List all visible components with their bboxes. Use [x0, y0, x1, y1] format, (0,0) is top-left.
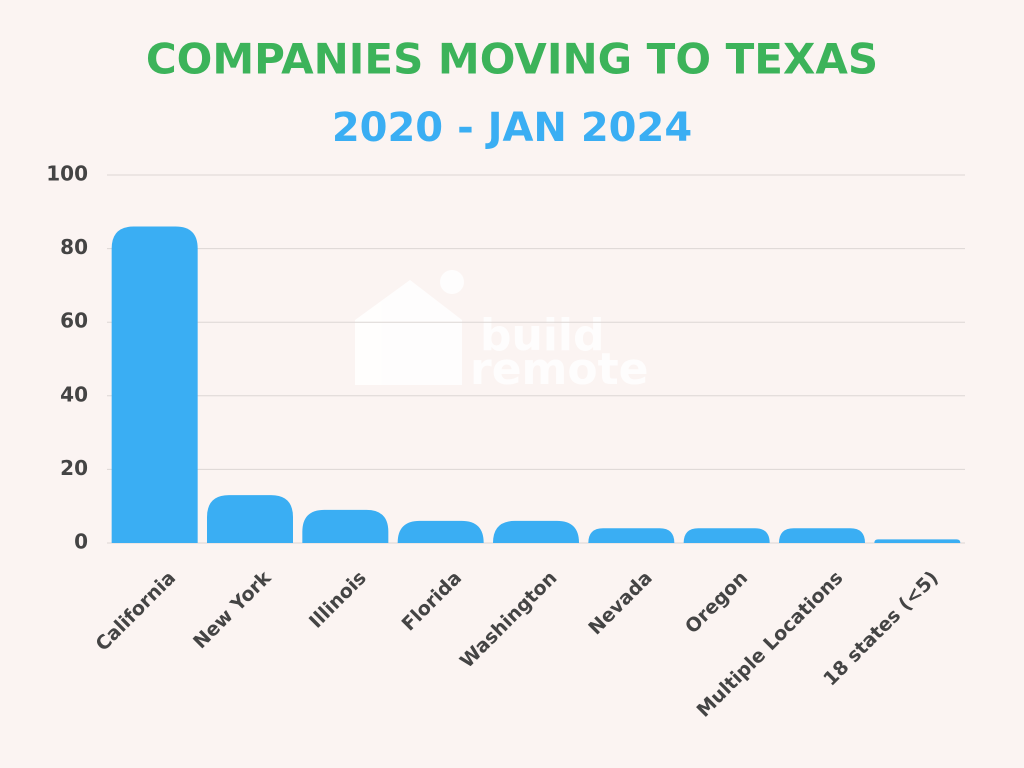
bar	[111, 226, 198, 543]
bar	[397, 520, 484, 543]
bar	[207, 495, 293, 543]
y-tick-label: 0	[74, 530, 88, 554]
watermark-logo	[355, 280, 462, 385]
y-tick-label: 80	[60, 235, 88, 259]
bar	[493, 520, 579, 543]
bar	[588, 528, 675, 543]
watermark-logo-dot	[440, 270, 464, 294]
bar	[779, 528, 865, 543]
watermark: build remote	[355, 270, 649, 395]
bar	[874, 539, 961, 543]
chart-title: COMPANIES MOVING TO TEXAS	[146, 35, 878, 84]
chart-subtitle: 2020 - JAN 2024	[332, 105, 692, 151]
bar	[302, 509, 389, 543]
watermark-text: remote	[470, 344, 649, 395]
y-tick-label: 100	[46, 162, 88, 186]
bar	[683, 528, 770, 543]
y-tick-label: 60	[60, 309, 88, 333]
y-tick-label: 40	[60, 382, 88, 406]
watermark-text: build	[480, 310, 604, 361]
y-tick-label: 20	[60, 456, 88, 480]
